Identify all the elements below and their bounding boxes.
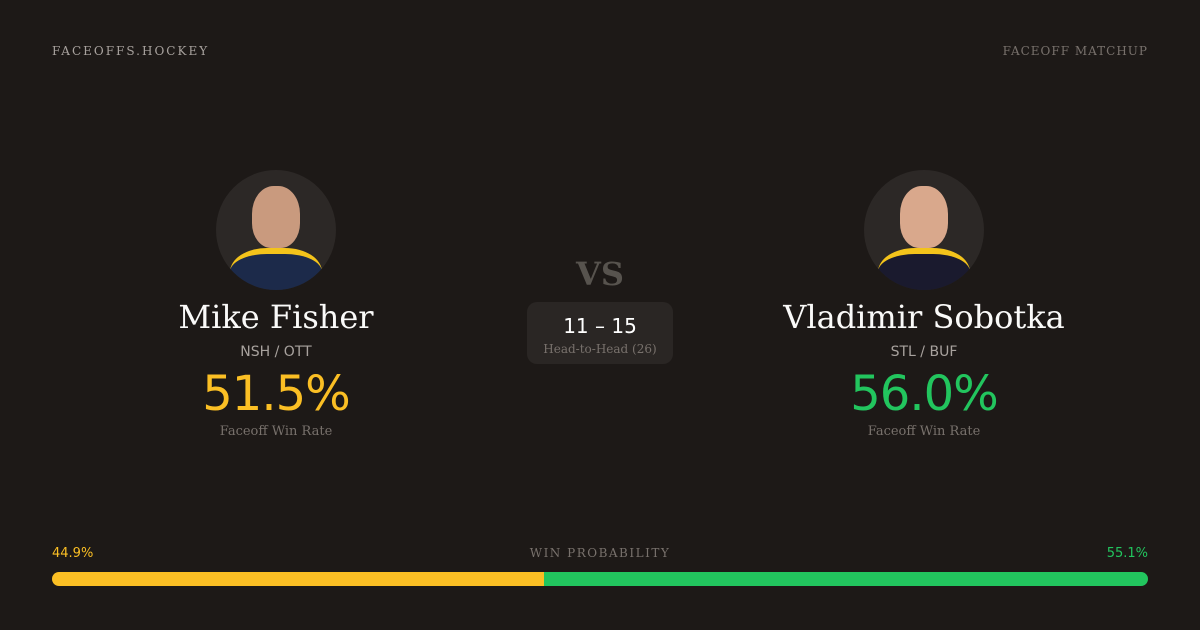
player-card-right: Vladimir Sobotka STL / BUF 56.0% Faceoff… <box>724 170 1124 439</box>
right-probability: 55.1% <box>1106 546 1148 561</box>
win-rate: 56.0% <box>850 366 998 422</box>
left-probability-fill <box>52 572 545 586</box>
win-probability-bar <box>52 572 1148 586</box>
player-name: Mike Fisher <box>178 298 374 336</box>
win-rate-label: Faceoff Win Rate <box>867 424 981 439</box>
head-to-head-score: 11 – 15 <box>563 314 637 338</box>
player-teams: NSH / OTT <box>240 344 312 360</box>
player-card-left: Mike Fisher NSH / OTT 51.5% Faceoff Win … <box>76 170 476 439</box>
site-brand: FACEOFFS.HOCKEY <box>52 44 210 58</box>
win-rate-label: Faceoff Win Rate <box>219 424 333 439</box>
player-avatar <box>216 170 336 290</box>
player-name: Vladimir Sobotka <box>783 298 1065 336</box>
head-to-head-box: 11 – 15 Head-to-Head (26) <box>527 302 673 364</box>
head-to-head-label: Head-to-Head (26) <box>543 342 657 356</box>
vs-label: VS <box>576 255 624 293</box>
player-avatar <box>864 170 984 290</box>
win-rate: 51.5% <box>202 366 350 422</box>
left-probability: 44.9% <box>52 546 94 561</box>
player-teams: STL / BUF <box>890 344 958 360</box>
right-probability-fill <box>544 572 1148 586</box>
win-probability-label: WIN PROBABILITY <box>529 546 671 560</box>
page-kind: FACEOFF MATCHUP <box>1002 44 1148 58</box>
